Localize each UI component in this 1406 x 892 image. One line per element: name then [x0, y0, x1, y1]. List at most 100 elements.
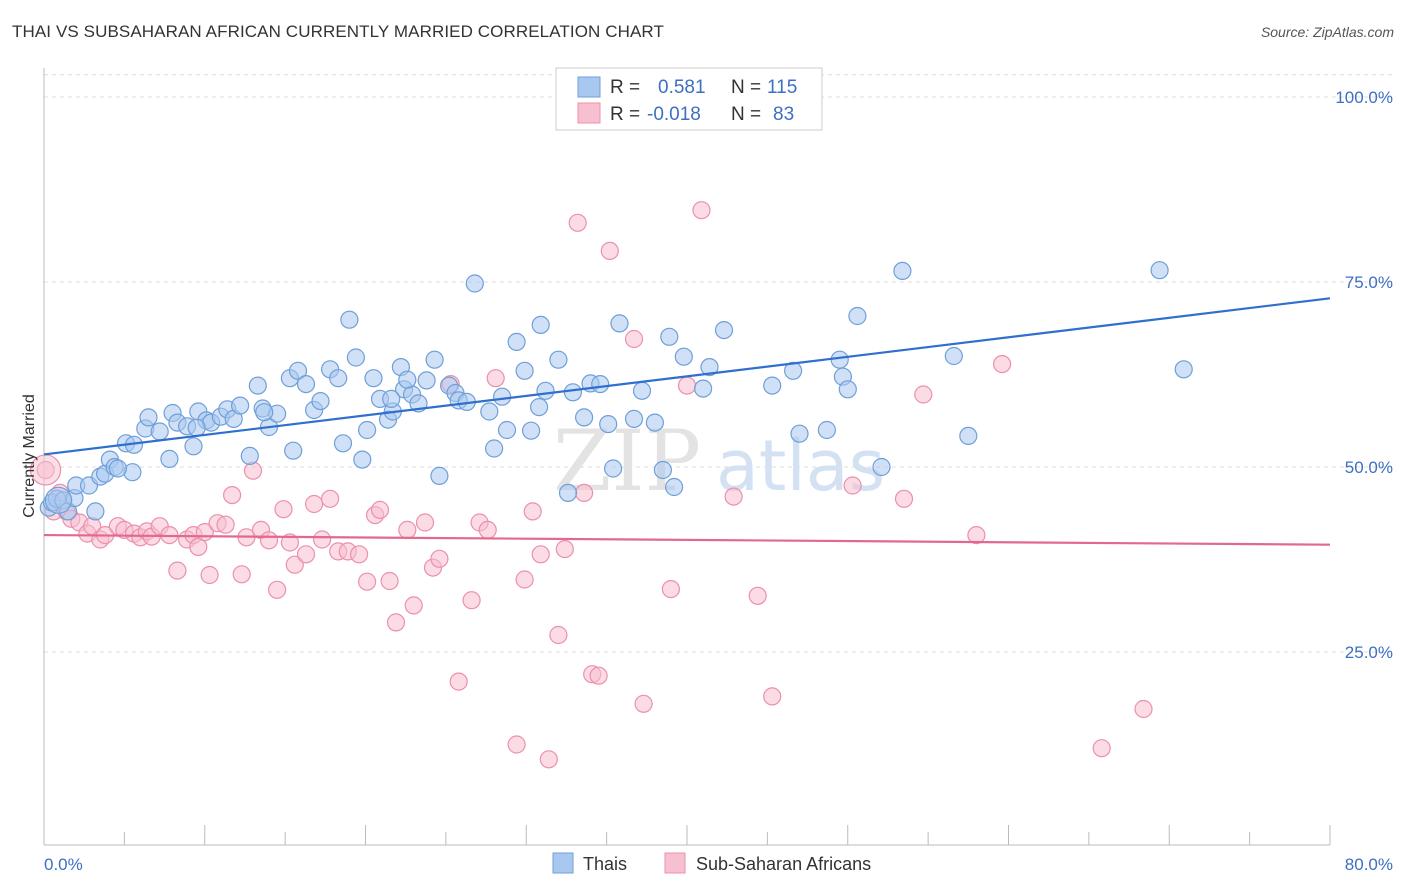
legend-n-label-thais: N = — [731, 77, 761, 98]
thais-point-82 — [610, 314, 629, 333]
ssa-point-45 — [370, 500, 390, 519]
ssa-point-67 — [574, 483, 594, 502]
x-ticks — [43, 825, 1331, 845]
thais-point-45 — [340, 310, 359, 329]
bottom-legend: Thais Sub-Saharan Africans — [552, 852, 871, 874]
thais-point-17 — [139, 408, 158, 427]
thais-point-71 — [521, 421, 541, 440]
thais-point-112 — [529, 398, 549, 417]
y-tick-label-50: 50.0% — [1345, 458, 1393, 477]
thais-point-66 — [485, 439, 504, 458]
thais-point-103 — [944, 346, 963, 366]
ssa-point-62 — [531, 545, 550, 564]
ssa-point-29 — [243, 461, 263, 480]
legend-r-value-thais: 0.581 — [658, 77, 706, 98]
thais-point-76 — [563, 383, 583, 402]
ssa-point-85 — [1134, 699, 1153, 719]
thais-point-19 — [160, 449, 179, 468]
thais-point-79 — [591, 375, 610, 394]
ssa-point-71 — [624, 329, 644, 349]
thais-point-31 — [240, 446, 259, 465]
thais-point-87 — [660, 327, 679, 346]
thais-point-101 — [872, 457, 891, 477]
ssa-point-60 — [515, 570, 534, 589]
y-axis-title: Currently Married — [21, 394, 38, 518]
thais-point-111 — [398, 370, 417, 389]
thais-point-75 — [558, 483, 578, 502]
thais-point-30 — [231, 396, 250, 415]
ssa-point-79 — [843, 476, 862, 495]
thais-point-110 — [382, 389, 401, 408]
thais-point-69 — [507, 332, 526, 351]
ssa-point-65 — [555, 539, 574, 559]
ssa-point-64 — [549, 625, 568, 645]
thais-point-8 — [86, 502, 105, 521]
thais-point-83 — [624, 409, 644, 428]
ssa-point-43 — [358, 572, 377, 591]
thais-cluster-marker — [44, 486, 73, 514]
thais-point-81 — [603, 459, 623, 478]
thais-point-106 — [1174, 360, 1193, 379]
thais-point-49 — [364, 369, 383, 388]
ssa-point-66 — [568, 213, 587, 232]
thais-point-96 — [817, 420, 837, 440]
ssa-point-59 — [507, 735, 526, 754]
thais-point-91 — [700, 358, 719, 377]
thais-point-95 — [790, 424, 809, 443]
ssa-point-50 — [415, 513, 435, 532]
ssa-point-34 — [280, 533, 299, 552]
ssa-point-63 — [539, 750, 558, 769]
thais-point-37 — [284, 441, 303, 460]
ssa-point-82 — [967, 525, 986, 545]
thais-point-99 — [838, 380, 857, 399]
thais-point-65 — [480, 402, 499, 421]
x-tick-label-max: 80.0% — [1345, 855, 1393, 874]
thais-point-18 — [150, 422, 169, 441]
legend: R = 0.581 N = 115 R = -0.018 N = 83 — [555, 67, 823, 131]
ssa-point-54 — [449, 672, 468, 691]
thais-point-38 — [288, 361, 308, 380]
thais-point-89 — [674, 347, 693, 366]
thais-point-44 — [333, 434, 353, 453]
ssa-point-49 — [404, 596, 423, 615]
thais-point-93 — [763, 376, 782, 395]
ssa-point-75 — [692, 201, 711, 220]
thais-point-58 — [425, 350, 444, 369]
ssa-point-78 — [763, 687, 782, 706]
ssa-point-74 — [677, 376, 697, 395]
ssa-point-35 — [285, 555, 304, 574]
thais-point-86 — [653, 460, 673, 480]
ssa-point-77 — [748, 586, 767, 605]
legend-r-value-ssa: -0.018 — [647, 104, 701, 125]
legend-swatch-ssa — [577, 102, 601, 124]
ssa-point-76 — [724, 487, 743, 506]
ssa-point-72 — [634, 694, 653, 713]
thais-point-59 — [430, 466, 449, 485]
y-tick-labels: 25.0% 50.0% 75.0% 100.0% — [1335, 88, 1393, 662]
ssa-point-70 — [600, 241, 619, 260]
thais-point-74 — [549, 350, 568, 369]
thais-point-90 — [693, 379, 713, 398]
thais-point-104 — [959, 426, 978, 445]
thais-point-43 — [329, 369, 348, 388]
ssa-point-25 — [216, 515, 235, 534]
ssa-point-84 — [1092, 739, 1111, 758]
thais-point-108 — [187, 418, 206, 437]
thais-point-73 — [536, 381, 555, 400]
ssa-point-80 — [894, 489, 914, 508]
thais-point-88 — [664, 477, 684, 497]
legend-r-label-ssa: R = — [610, 104, 640, 125]
ssa-point-37 — [305, 494, 324, 514]
source-label: Source: ZipAtlas.com — [1260, 24, 1394, 40]
ssa-point-69 — [589, 666, 608, 685]
thais-point-23 — [184, 437, 203, 456]
thais-point-64 — [465, 274, 484, 293]
ssa-point-33 — [274, 500, 293, 519]
ssa-point-27 — [232, 565, 251, 584]
trend-lines — [43, 297, 1331, 546]
thais-point-77 — [574, 408, 594, 427]
ssa-point-61 — [523, 502, 542, 521]
thais-point-32 — [248, 376, 267, 395]
y-tick-label-75: 75.0% — [1345, 273, 1393, 292]
